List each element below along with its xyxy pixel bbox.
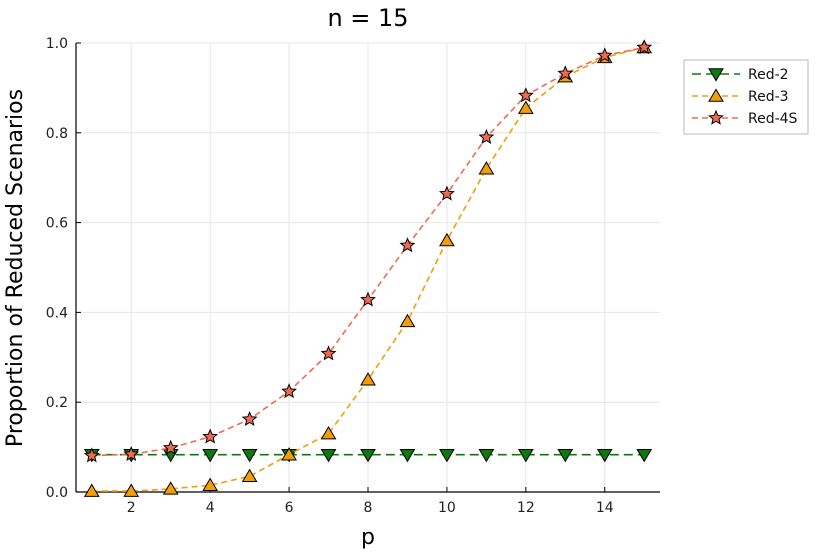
x-axis-title: p bbox=[361, 525, 375, 550]
data-point-red-4s bbox=[320, 345, 337, 361]
y-tick-label: 0.6 bbox=[46, 216, 68, 232]
data-point-red-3 bbox=[439, 232, 455, 247]
legend-label: Red-2 bbox=[748, 67, 789, 83]
y-tick-label: 0.8 bbox=[46, 126, 68, 142]
y-tick-label: 0.0 bbox=[46, 485, 68, 501]
data-point-red-3 bbox=[320, 425, 337, 440]
data-point-red-2 bbox=[241, 448, 258, 463]
y-axis-title: Proportion of Reduced Scenarios bbox=[3, 89, 28, 447]
data-point-red-3 bbox=[241, 468, 258, 483]
data-point-red-4s bbox=[281, 383, 297, 399]
data-point-red-3 bbox=[123, 483, 140, 497]
data-point-red-2 bbox=[596, 448, 613, 463]
x-tick-label: 10 bbox=[438, 500, 456, 516]
data-point-red-2 bbox=[557, 448, 574, 463]
data-point-red-4s bbox=[557, 65, 574, 81]
legend-box bbox=[683, 59, 809, 135]
data-point-red-4s bbox=[241, 410, 258, 426]
data-point-red-4s bbox=[517, 87, 534, 103]
data-point-red-3 bbox=[478, 161, 495, 175]
data-point-red-2 bbox=[517, 448, 534, 463]
data-point-red-2 bbox=[636, 448, 653, 463]
data-point-red-4s bbox=[202, 428, 219, 444]
data-point-red-4s bbox=[399, 237, 416, 253]
data-point-red-4s bbox=[162, 439, 179, 455]
data-point-red-4s bbox=[596, 47, 613, 63]
data-point-red-4s bbox=[123, 445, 140, 462]
chart-title: n = 15 bbox=[327, 4, 408, 32]
data-point-red-4s bbox=[360, 291, 376, 307]
data-point-red-3 bbox=[517, 100, 534, 114]
y-tick-label: 0.2 bbox=[46, 395, 68, 411]
legend-marker-red-2 bbox=[708, 68, 724, 82]
data-point-red-3 bbox=[399, 313, 416, 328]
x-tick-label: 2 bbox=[127, 500, 136, 516]
data-point-red-2 bbox=[478, 448, 495, 463]
x-tick-label: 6 bbox=[285, 500, 294, 516]
grid bbox=[76, 42, 660, 493]
data-point-red-3 bbox=[162, 481, 179, 495]
y-tick-label: 0.4 bbox=[46, 305, 68, 321]
data-point-red-4s bbox=[636, 39, 653, 55]
data-point-red-4s bbox=[478, 128, 495, 145]
data-point-red-3 bbox=[83, 483, 100, 497]
x-tick-label: 12 bbox=[517, 500, 535, 516]
series-layer bbox=[83, 39, 653, 497]
legend-label: Red-3 bbox=[748, 89, 789, 105]
legend-marker-red-3 bbox=[708, 88, 724, 102]
data-point-red-2 bbox=[320, 448, 337, 463]
y-tick-label: 1.0 bbox=[46, 36, 68, 52]
x-tick-label: 8 bbox=[364, 500, 373, 516]
x-tick-label: 4 bbox=[206, 500, 215, 516]
data-point-red-2 bbox=[399, 448, 416, 463]
data-point-red-4s bbox=[439, 185, 455, 201]
data-point-red-3 bbox=[202, 477, 219, 492]
legend-marker-red-4s bbox=[708, 109, 724, 125]
legend-label: Red-4S bbox=[748, 111, 798, 127]
data-point-red-3 bbox=[360, 372, 376, 386]
data-point-red-2 bbox=[360, 448, 376, 463]
data-point-red-2 bbox=[439, 448, 455, 463]
data-point-red-3 bbox=[281, 447, 297, 461]
data-point-red-2 bbox=[202, 448, 219, 463]
data-point-red-4s bbox=[83, 447, 100, 463]
x-tick-label: 14 bbox=[596, 500, 614, 516]
legend: Red-2 Red-3 Red-4S bbox=[683, 59, 809, 135]
axes: 2 4 6 8 10 12 14 0.0 0.2 0.4 0.6 0.8 1.0 bbox=[46, 36, 660, 516]
